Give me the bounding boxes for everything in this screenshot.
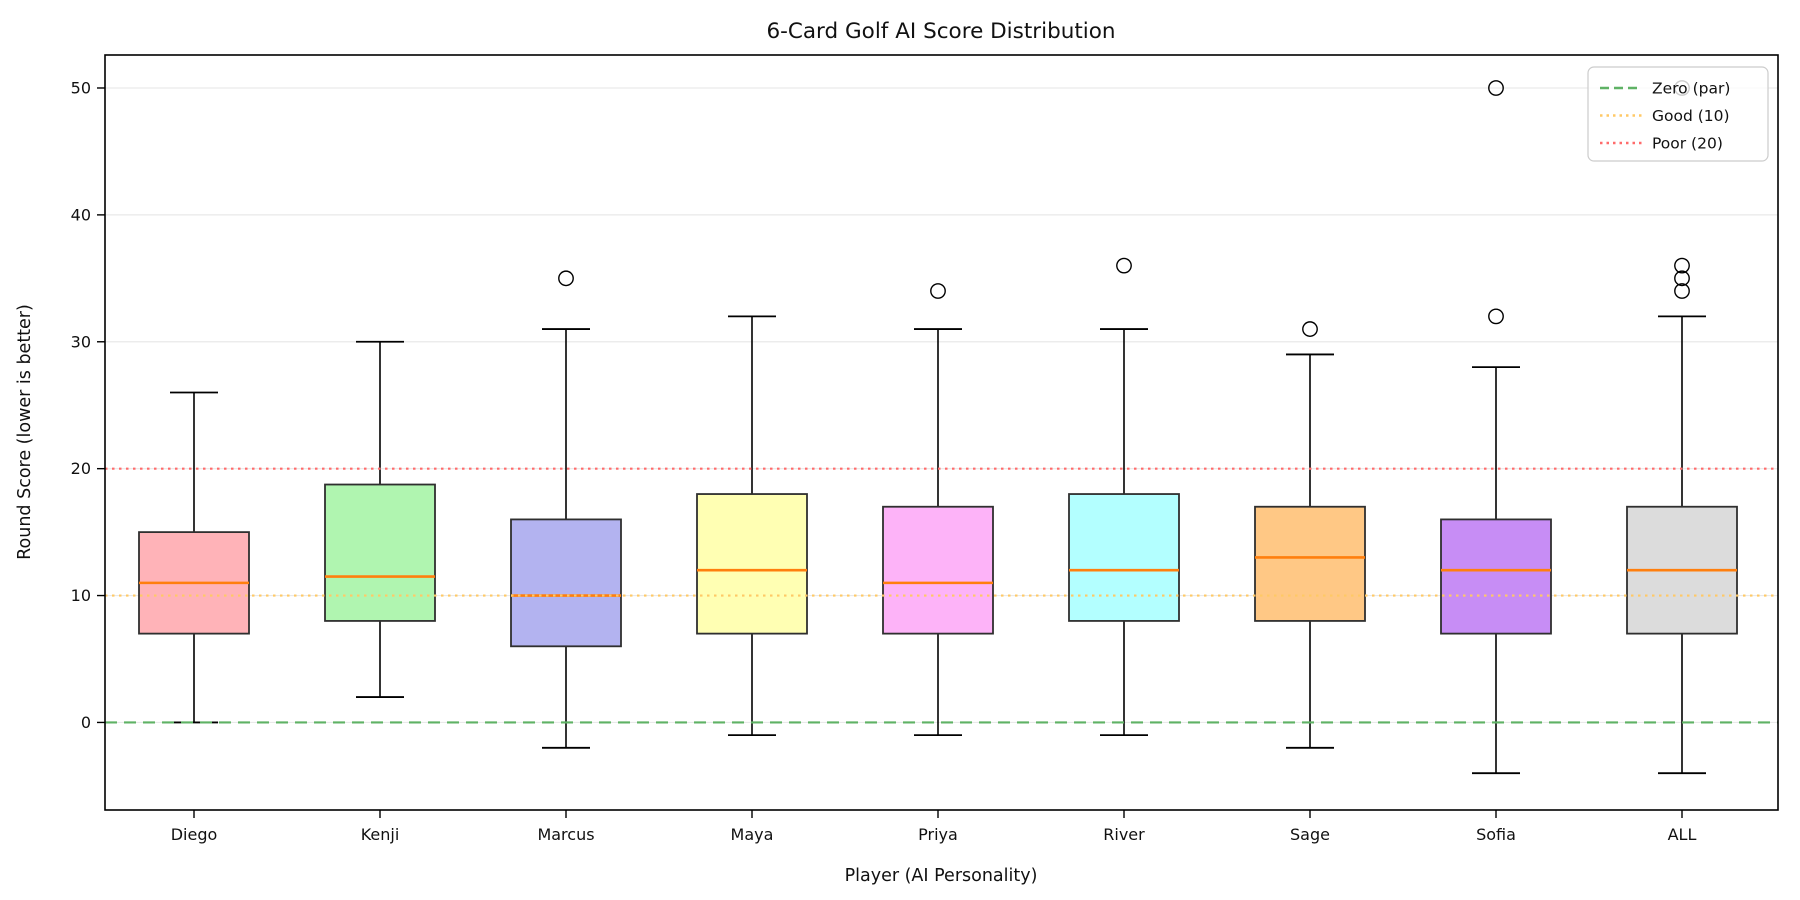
box-sage — [1254, 321, 1366, 749]
iqr-box — [1068, 493, 1180, 622]
y-axis-ticks: 0 10 20 30 40 50 — [71, 78, 105, 732]
outlier-point — [1488, 80, 1504, 96]
box-river — [1068, 257, 1180, 737]
outlier-point — [1116, 257, 1132, 274]
legend-entry-label: Poor (20) — [1652, 135, 1723, 153]
x-axis-label: Player (AI Personality) — [845, 866, 1038, 886]
iqr-box — [696, 493, 808, 635]
axes-spines — [104, 54, 1779, 811]
x-tick-label: ALL — [1668, 825, 1697, 844]
x-tick-label: River — [1103, 825, 1145, 844]
y-tick-label: 30 — [71, 332, 91, 351]
x-tick-label: Sofia — [1476, 825, 1516, 844]
outlier-point — [930, 283, 946, 299]
y-tick-label: 40 — [71, 205, 91, 224]
box-marcus — [510, 270, 622, 749]
outlier-point — [1674, 257, 1690, 274]
y-axis-label: Round Score (lower is better) — [15, 304, 35, 560]
legend-entry-label: Zero (par) — [1652, 80, 1730, 98]
outlier-point — [1674, 283, 1690, 299]
x-axis-ticks: Diego Kenji Marcus Maya Priya River Sage Sofia A… — [171, 810, 1697, 844]
box-all — [1626, 80, 1738, 775]
outlier-point — [558, 270, 574, 287]
outlier-point — [1302, 321, 1318, 337]
y-tick-label: 10 — [71, 586, 91, 605]
outlier-point — [1488, 308, 1504, 325]
legend: Zero (par) Good (10) Poor (20) — [1587, 66, 1769, 162]
legend-entry-label: Good (10) — [1652, 107, 1730, 125]
iqr-box — [1440, 518, 1552, 635]
iqr-box — [510, 518, 622, 648]
iqr-box — [324, 483, 436, 622]
box-kenji — [324, 340, 436, 698]
x-tick-label: Priya — [918, 825, 958, 844]
iqr-box — [882, 505, 994, 635]
box-sofia — [1440, 80, 1552, 775]
x-tick-label: Marcus — [537, 825, 594, 844]
x-tick-label: Diego — [171, 825, 218, 844]
box-diego — [138, 391, 250, 724]
x-tick-label: Sage — [1290, 825, 1330, 844]
y-tick-label: 50 — [71, 78, 91, 97]
x-tick-label: Maya — [731, 825, 774, 844]
iqr-box — [1254, 505, 1366, 622]
reference-lines — [105, 467, 1778, 724]
x-tick-label: Kenji — [361, 825, 400, 844]
y-tick-label: 0 — [81, 713, 91, 732]
plot-layer: 0 10 20 30 40 50 Diego Kenji Marcus Maya Priya Rive… — [71, 54, 1779, 844]
chart-title: 6-Card Golf AI Score Distribution — [766, 19, 1115, 44]
box-maya — [696, 315, 808, 737]
outlier-point — [1674, 270, 1690, 287]
legend-box — [1587, 66, 1769, 162]
box-priya — [882, 283, 994, 737]
y-tick-label: 20 — [71, 459, 91, 478]
